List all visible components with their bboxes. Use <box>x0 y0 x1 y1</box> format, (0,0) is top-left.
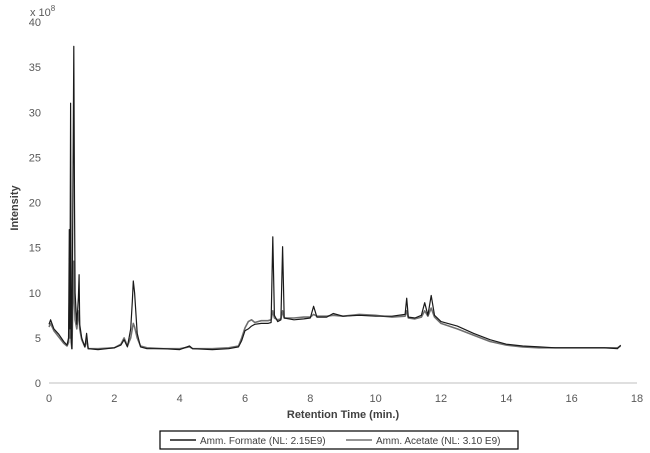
y-tick-label: 20 <box>29 198 41 210</box>
y-tick-label: 5 <box>35 333 41 345</box>
y-tick-label: 35 <box>29 62 41 74</box>
x-axis-title: Retention Time (min.) <box>287 409 400 421</box>
x-tick-label: 18 <box>631 393 643 405</box>
y-tick-label: 10 <box>29 288 41 300</box>
x-tick-label: 8 <box>307 393 313 405</box>
y-tick-label: 25 <box>29 152 41 164</box>
y-axis-ticks: 0 5 10 15 20 25 30 35 40 <box>29 17 41 390</box>
legend-box <box>159 430 519 450</box>
x-tick-label: 16 <box>566 393 578 405</box>
y-tick-label: 40 <box>29 17 41 29</box>
y-tick-label: 15 <box>29 243 41 255</box>
x-tick-label: 14 <box>500 393 512 405</box>
x-tick-label: 0 <box>46 393 52 405</box>
legend: Amm. Formate (NL: 2.15E9) Amm. Acetate (N… <box>159 430 519 450</box>
x-tick-label: 2 <box>111 393 117 405</box>
legend-label-1: Amm. Acetate (NL: 3.10 E9) <box>376 436 501 447</box>
x-tick-label: 12 <box>435 393 447 405</box>
legend-label-0: Amm. Formate (NL: 2.15E9) <box>200 436 326 447</box>
y-axis-title: Intensity <box>9 185 21 231</box>
x-tick-label: 10 <box>370 393 382 405</box>
series-line-1 <box>48 260 622 350</box>
x-tick-label: 6 <box>242 393 248 405</box>
x-tick-label: 4 <box>177 393 183 405</box>
y-tick-label: 30 <box>29 107 41 119</box>
y-multiplier-exponent: 8 <box>51 4 56 13</box>
series-lines <box>48 45 622 351</box>
y-multiplier-label: x 108 <box>30 4 56 19</box>
series-line-0 <box>48 45 622 351</box>
y-tick-label: 0 <box>35 378 41 390</box>
x-axis-ticks: 0 2 4 6 8 10 12 14 16 18 <box>46 393 643 405</box>
